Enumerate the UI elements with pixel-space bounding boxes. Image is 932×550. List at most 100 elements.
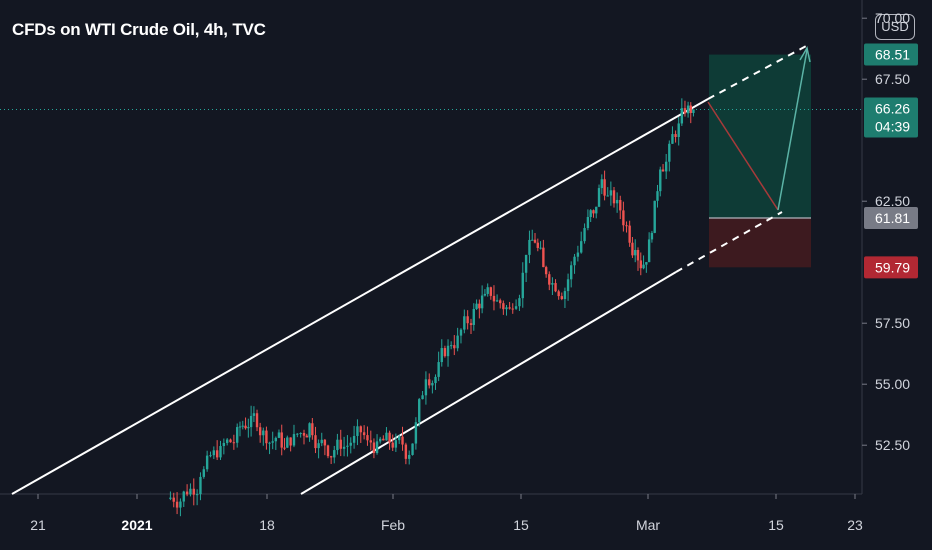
candle xyxy=(472,303,475,331)
candle-body xyxy=(583,228,586,242)
candle xyxy=(277,429,281,439)
candle-body xyxy=(495,300,499,302)
candles-group xyxy=(169,98,695,517)
candle-body xyxy=(659,169,662,192)
candle xyxy=(597,184,601,208)
candle xyxy=(531,229,534,241)
candle-body xyxy=(238,426,242,428)
y-tick-label: 67.50 xyxy=(875,71,910,87)
candle-body xyxy=(401,436,404,445)
candle-body xyxy=(560,296,564,300)
candle-body xyxy=(172,497,175,502)
candle xyxy=(212,446,216,460)
candle xyxy=(533,233,537,244)
candle-body xyxy=(539,247,542,249)
candle-body xyxy=(362,432,366,436)
candle xyxy=(175,492,179,515)
candle xyxy=(622,201,625,232)
candle xyxy=(453,335,456,356)
candle xyxy=(600,174,604,195)
x-tick-label: 18 xyxy=(259,517,275,533)
currency-button[interactable]: USD xyxy=(875,14,915,40)
candle-body xyxy=(631,242,634,256)
candle xyxy=(489,286,493,300)
candle-body xyxy=(320,439,323,444)
candle-body xyxy=(189,488,192,495)
channel-upper-projection[interactable] xyxy=(707,44,809,100)
candle xyxy=(314,426,317,454)
candle-body xyxy=(414,422,418,444)
candle-body xyxy=(222,442,226,447)
candle xyxy=(255,409,259,432)
candle-body xyxy=(456,335,459,349)
candle-body xyxy=(225,439,229,443)
candle-body xyxy=(326,445,330,457)
y-tick-label: 55.00 xyxy=(875,376,910,392)
candle-body xyxy=(229,439,232,443)
candle xyxy=(215,440,219,461)
candle xyxy=(612,186,616,208)
candle-body xyxy=(391,442,394,448)
channel-lower-line[interactable] xyxy=(300,271,677,495)
candle-body xyxy=(247,427,250,429)
candle-body xyxy=(339,439,342,449)
candle xyxy=(508,301,511,310)
candle-body xyxy=(521,272,524,299)
target-zone[interactable] xyxy=(709,54,811,219)
x-tick-label: 21 xyxy=(30,517,46,533)
candle xyxy=(247,418,250,438)
candle xyxy=(656,184,659,208)
candle xyxy=(563,287,567,308)
candle-body xyxy=(466,316,469,324)
candle xyxy=(308,422,311,442)
candle xyxy=(262,427,265,446)
candle-body xyxy=(661,169,665,172)
candle xyxy=(271,431,274,450)
candle-body xyxy=(677,123,680,138)
candle xyxy=(551,277,554,296)
candle-body xyxy=(492,295,496,302)
candle xyxy=(249,405,253,437)
candle-body xyxy=(375,441,379,454)
candle-body xyxy=(219,446,222,458)
candle xyxy=(385,427,388,441)
countdown-label: 04:39 xyxy=(875,118,910,134)
candle-body xyxy=(653,200,656,233)
candle xyxy=(268,441,271,455)
candle-body xyxy=(472,308,475,325)
candle-body xyxy=(169,497,172,499)
candle xyxy=(524,254,528,283)
candle xyxy=(674,130,677,143)
candle xyxy=(650,230,654,243)
candle-body xyxy=(289,437,292,446)
candle-body xyxy=(686,105,690,114)
candle xyxy=(302,429,306,445)
candle-body xyxy=(586,217,590,229)
candle-body xyxy=(606,195,609,197)
candle-body xyxy=(548,274,551,285)
price-badge-stop xyxy=(864,256,918,279)
candle xyxy=(317,439,320,459)
x-tick-label: 23 xyxy=(847,517,863,533)
candle xyxy=(495,294,499,302)
candle xyxy=(615,192,619,213)
candle-body xyxy=(302,433,306,436)
candle-body xyxy=(359,426,362,433)
candle-body xyxy=(440,348,443,363)
candle-body xyxy=(356,426,359,436)
candle xyxy=(692,109,695,117)
candle xyxy=(172,492,175,508)
candle xyxy=(631,236,634,258)
candle xyxy=(566,273,570,301)
candle-body xyxy=(580,241,583,253)
candle xyxy=(424,371,428,405)
channel-upper-line[interactable] xyxy=(11,98,709,495)
candle xyxy=(305,433,308,438)
y-tick-label: 52.50 xyxy=(875,437,910,453)
candle-body xyxy=(249,415,253,428)
candle xyxy=(589,209,592,222)
candle-body xyxy=(463,316,466,330)
chart-title: CFDs on WTI Crude Oil, 4h, TVC xyxy=(12,20,266,39)
candle-body xyxy=(664,161,668,172)
